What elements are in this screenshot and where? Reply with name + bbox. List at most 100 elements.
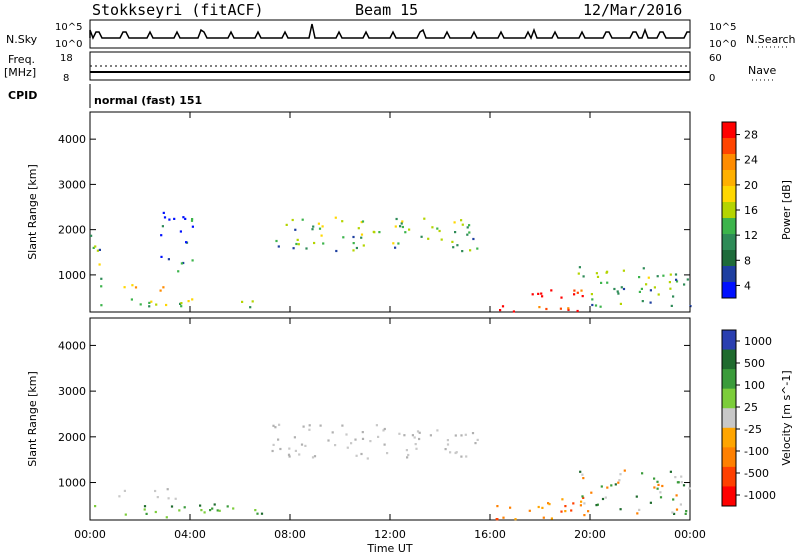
power-data-point: [372, 230, 375, 233]
velocity-data-point: [581, 473, 584, 476]
power-data-point: [674, 273, 678, 276]
velocity-data-point: [496, 505, 499, 508]
velocity-data-point: [174, 497, 177, 500]
velocity-data-point: [143, 508, 146, 511]
power-data-point: [131, 284, 134, 287]
nave-label: Nave: [748, 64, 777, 77]
velocity-data-point: [572, 502, 575, 505]
power-data-point: [576, 309, 579, 313]
power-data-point: [662, 274, 665, 277]
velocity-ytick-label: 2000: [58, 431, 86, 444]
velocity-data-point: [411, 434, 414, 437]
velocity-data-point: [674, 476, 677, 479]
power-data-point: [277, 245, 280, 248]
power-data-point: [469, 249, 472, 252]
xtick-label: 16:00: [474, 528, 506, 541]
power-colorbar-tick-label: 12: [744, 229, 758, 242]
velocity-data-point: [460, 455, 463, 458]
power-data-point: [294, 228, 297, 231]
power-data-point: [686, 278, 689, 281]
power-data-point: [179, 230, 182, 233]
velocity-data-point: [548, 503, 551, 506]
velocity-data-point: [414, 443, 417, 446]
power-data-point: [130, 298, 133, 301]
power-colorbar-swatch: [722, 138, 736, 155]
velocity-data-point: [537, 505, 540, 509]
velocity-ylabel: Slant Range [km]: [26, 371, 39, 467]
velocity-data-point: [677, 481, 680, 484]
power-data-point: [647, 276, 650, 279]
velocity-colorbar-swatch: [722, 330, 736, 351]
velocity-data-point: [327, 439, 330, 442]
power-data-point: [100, 277, 103, 280]
velocity-data-point: [669, 470, 672, 473]
velocity-colorbar-swatch: [722, 466, 736, 487]
power-data-point: [162, 286, 165, 289]
power-data-point: [190, 219, 194, 222]
power-data-point: [362, 244, 365, 247]
velocity-data-point: [547, 502, 550, 505]
velocity-data-point: [383, 427, 386, 431]
velocity-data-point: [386, 452, 389, 455]
power-data-point: [668, 281, 671, 284]
velocity-data-point: [685, 510, 688, 513]
power-data-point: [596, 275, 600, 278]
power-data-point: [317, 222, 320, 225]
power-data-point: [675, 278, 678, 281]
power-data-point: [159, 289, 162, 292]
velocity-data-point: [672, 498, 675, 501]
velocity-data-point: [661, 484, 664, 488]
velocity-data-point: [509, 506, 512, 509]
power-data-point: [466, 233, 469, 236]
velocity-scatter-group: [94, 423, 691, 521]
power-data-point: [173, 217, 176, 220]
power-data-point: [408, 228, 411, 231]
velocity-data-point: [288, 455, 291, 458]
velocity-data-point: [123, 489, 126, 492]
power-data-point: [649, 289, 652, 292]
velocity-data-point: [118, 495, 121, 498]
velocity-data-point: [541, 506, 544, 509]
power-data-point: [399, 225, 402, 228]
power-data-point: [649, 301, 652, 304]
velocity-data-point: [465, 455, 468, 458]
power-data-point: [177, 270, 180, 273]
velocity-data-point: [561, 498, 564, 501]
velocity-data-point: [580, 500, 583, 503]
power-data-point: [179, 302, 182, 305]
power-data-point: [545, 307, 548, 311]
velocity-ytick-label: 1000: [58, 477, 86, 490]
velocity-data-point: [618, 479, 621, 482]
velocity-colorbar-swatch: [722, 447, 736, 468]
power-data-point: [641, 300, 644, 303]
velocity-data-point: [583, 514, 586, 517]
velocity-data-point: [124, 513, 127, 516]
power-data-point: [400, 222, 403, 225]
velocity-data-point: [673, 512, 676, 515]
velocity-data-point: [405, 449, 408, 452]
velocity-data-point: [361, 431, 364, 434]
power-data-point: [191, 218, 194, 221]
power-data-point: [594, 304, 598, 307]
power-data-point: [96, 249, 99, 252]
power-data-point: [311, 228, 314, 231]
power-colorbar-swatch: [722, 266, 736, 283]
power-data-point: [150, 300, 153, 303]
station-title: Stokkseyri (fitACF): [92, 1, 264, 19]
power-data-point: [397, 242, 400, 245]
velocity-data-point: [302, 425, 305, 428]
velocity-data-point: [680, 481, 683, 484]
velocity-data-point: [416, 430, 420, 433]
xtick-label: 20:00: [574, 528, 606, 541]
power-data-point: [134, 286, 138, 289]
velocity-data-point: [619, 473, 622, 476]
power-data-point: [322, 242, 325, 245]
velocity-data-point: [331, 431, 334, 434]
power-data-point: [378, 231, 381, 234]
velocity-data-point: [657, 483, 660, 486]
power-ytick-label: 2000: [58, 224, 86, 237]
nave-tick-bottom: 0: [709, 73, 716, 84]
velocity-data-point: [375, 424, 378, 427]
velocity-data-point: [256, 512, 259, 515]
power-data-point: [468, 224, 471, 227]
